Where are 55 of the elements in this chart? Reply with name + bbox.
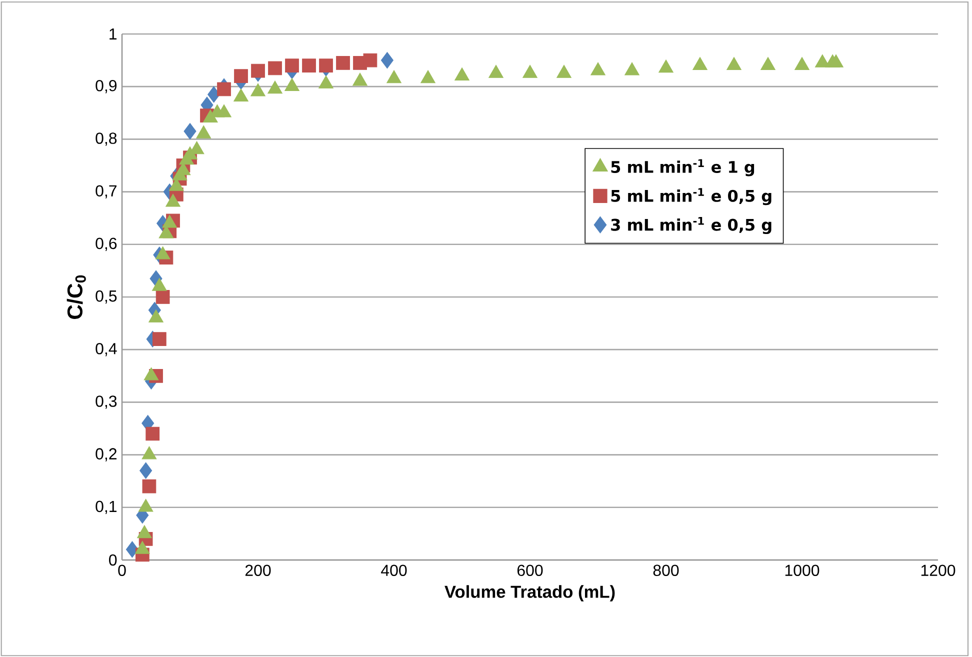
point (155, 246, 170, 260)
y-tick-label: 1 (110, 28, 117, 40)
point (156, 290, 170, 304)
point (146, 426, 160, 441)
y-tick-label: 0,5 (96, 290, 117, 304)
y-tick-label: 0,6 (96, 238, 117, 252)
point (420, 70, 436, 84)
x-tick-label: 1000 (785, 564, 820, 576)
point (658, 60, 674, 73)
point (142, 479, 156, 494)
y-tick-label: 0,2 (96, 448, 116, 462)
y-tick-label: 0,9 (96, 80, 117, 94)
y-tick-label: 0,7 (96, 185, 116, 198)
point (624, 62, 640, 76)
point (828, 54, 844, 68)
x-tick-label: 1200 (921, 564, 956, 576)
point (760, 57, 776, 70)
point (234, 88, 248, 102)
x-tick-label: 0 (118, 564, 126, 576)
y-tick-label: 0,1 (96, 500, 117, 514)
point (794, 57, 810, 70)
y-axis-title: C/C$_{0}$ (66, 275, 86, 319)
point (196, 125, 212, 138)
point (268, 80, 282, 94)
point (726, 57, 742, 70)
legend-label: 3 mL min$^{-1}$ e 0,5 g (611, 217, 772, 234)
point (692, 57, 708, 70)
point (454, 68, 470, 80)
legend-label: 5 mL min$^{-1}$ e 0,5 g (611, 188, 772, 206)
point (590, 62, 606, 76)
point (284, 78, 300, 91)
x-tick-label: 800 (653, 564, 679, 576)
point (488, 64, 504, 78)
point (216, 104, 232, 118)
legend-label: 5 mL min$^{-1}$ e 1 g (611, 159, 754, 176)
y-tick-label: 0,8 (96, 132, 117, 146)
point (522, 64, 538, 78)
y-tick-label: 0 (109, 554, 117, 566)
point (386, 70, 402, 84)
x-tick-label: 600 (517, 564, 543, 576)
point (250, 83, 266, 96)
y-tick-label: 0,3 (96, 396, 117, 409)
x-tick-label: 200 (245, 564, 271, 576)
point (814, 54, 830, 68)
point (162, 214, 178, 228)
point (352, 72, 368, 86)
y-tick-label: 0,4 (96, 342, 117, 356)
point (152, 332, 166, 346)
point (166, 194, 180, 207)
point (556, 64, 572, 78)
x-axis-title: Volume Tratado (mL) (444, 585, 615, 602)
point (140, 462, 152, 479)
x-tick-label: 400 (381, 564, 407, 576)
point (152, 278, 167, 291)
point (318, 75, 334, 88)
